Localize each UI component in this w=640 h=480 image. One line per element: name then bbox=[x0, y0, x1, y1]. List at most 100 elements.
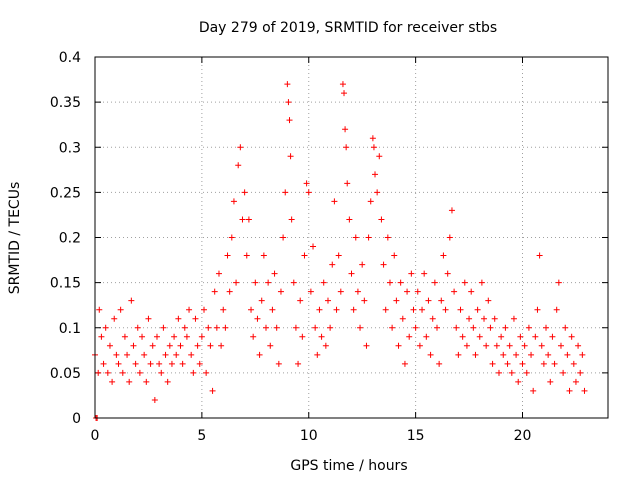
data-point bbox=[320, 279, 327, 286]
data-point bbox=[551, 360, 558, 367]
data-point bbox=[476, 333, 483, 340]
data-point bbox=[218, 342, 225, 349]
data-point bbox=[436, 360, 443, 367]
data-point bbox=[324, 297, 331, 304]
data-point bbox=[254, 315, 261, 322]
data-point bbox=[179, 360, 186, 367]
data-point bbox=[245, 216, 252, 223]
data-point bbox=[461, 279, 468, 286]
data-point bbox=[322, 342, 329, 349]
data-point bbox=[474, 306, 481, 313]
data-point bbox=[510, 315, 517, 322]
data-point bbox=[412, 324, 419, 331]
data-point bbox=[209, 387, 216, 394]
data-point bbox=[506, 342, 513, 349]
data-point bbox=[513, 351, 520, 358]
data-point bbox=[577, 369, 584, 376]
data-point bbox=[258, 297, 265, 304]
data-point bbox=[113, 351, 120, 358]
data-point bbox=[124, 351, 131, 358]
data-point bbox=[292, 324, 299, 331]
data-point bbox=[297, 297, 304, 304]
data-point bbox=[372, 171, 379, 178]
data-point bbox=[181, 324, 188, 331]
data-point bbox=[335, 252, 342, 259]
data-point bbox=[192, 315, 199, 322]
data-point bbox=[233, 279, 240, 286]
data-point bbox=[570, 360, 577, 367]
data-point bbox=[378, 216, 385, 223]
data-point bbox=[104, 369, 111, 376]
data-point bbox=[230, 198, 237, 205]
data-point bbox=[517, 333, 524, 340]
data-point bbox=[183, 333, 190, 340]
data-point bbox=[151, 396, 158, 403]
data-point bbox=[350, 306, 357, 313]
data-point bbox=[256, 351, 263, 358]
data-point bbox=[196, 360, 203, 367]
data-point bbox=[173, 351, 180, 358]
data-point bbox=[481, 315, 488, 322]
data-point bbox=[363, 342, 370, 349]
data-point bbox=[337, 288, 344, 295]
data-point bbox=[408, 270, 415, 277]
data-point bbox=[299, 333, 306, 340]
data-point bbox=[557, 342, 564, 349]
data-point bbox=[457, 306, 464, 313]
data-point bbox=[463, 342, 470, 349]
data-point bbox=[96, 306, 103, 313]
data-point bbox=[545, 351, 552, 358]
data-point bbox=[395, 342, 402, 349]
y-tick-label: 0.3 bbox=[59, 140, 81, 156]
data-point bbox=[252, 279, 259, 286]
data-point bbox=[438, 297, 445, 304]
data-point bbox=[581, 387, 588, 394]
data-point bbox=[312, 324, 319, 331]
y-tick-label: 0.05 bbox=[50, 366, 81, 382]
data-point bbox=[519, 360, 526, 367]
data-point bbox=[128, 297, 135, 304]
data-point bbox=[121, 333, 128, 340]
data-point bbox=[495, 369, 502, 376]
data-point bbox=[414, 288, 421, 295]
data-point bbox=[164, 378, 171, 385]
data-point bbox=[502, 324, 509, 331]
data-point bbox=[147, 360, 154, 367]
data-point bbox=[406, 333, 413, 340]
data-point bbox=[401, 360, 408, 367]
data-point bbox=[528, 351, 535, 358]
data-point bbox=[333, 306, 340, 313]
data-point bbox=[508, 369, 515, 376]
data-point bbox=[534, 306, 541, 313]
y-tick-label: 0.15 bbox=[50, 276, 81, 292]
data-point bbox=[115, 360, 122, 367]
data-point bbox=[487, 324, 494, 331]
data-point bbox=[288, 216, 295, 223]
data-point bbox=[386, 279, 393, 286]
data-point bbox=[162, 351, 169, 358]
data-point bbox=[425, 297, 432, 304]
data-point bbox=[498, 333, 505, 340]
data-point bbox=[175, 315, 182, 322]
data-point bbox=[478, 279, 485, 286]
data-point bbox=[538, 342, 545, 349]
data-point bbox=[389, 324, 396, 331]
data-point bbox=[399, 315, 406, 322]
data-point bbox=[287, 153, 294, 160]
data-point bbox=[523, 369, 530, 376]
data-point bbox=[215, 270, 222, 277]
data-point bbox=[310, 243, 317, 250]
data-point bbox=[160, 324, 167, 331]
plot-frame bbox=[94, 56, 609, 419]
data-point bbox=[286, 117, 293, 124]
data-point bbox=[194, 342, 201, 349]
data-point bbox=[329, 261, 336, 268]
data-point bbox=[141, 351, 148, 358]
data-point bbox=[384, 234, 391, 241]
data-point bbox=[525, 324, 532, 331]
data-point bbox=[489, 360, 496, 367]
data-point bbox=[303, 180, 310, 187]
data-point bbox=[357, 324, 364, 331]
data-point bbox=[485, 297, 492, 304]
data-point bbox=[374, 189, 381, 196]
